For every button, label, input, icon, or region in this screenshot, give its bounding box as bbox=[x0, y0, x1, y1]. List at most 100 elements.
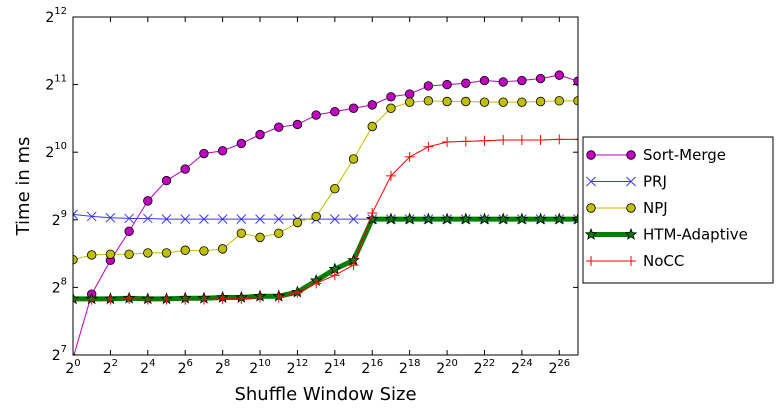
y-tick-label: 28 bbox=[52, 276, 67, 296]
data-point-npj bbox=[573, 96, 578, 106]
data-point-npj bbox=[143, 248, 153, 258]
series-layer bbox=[73, 70, 578, 355]
series-npj bbox=[73, 96, 578, 265]
data-point-npj bbox=[535, 96, 546, 107]
data-point-htm-adaptive bbox=[365, 212, 379, 225]
series-htm-adaptive bbox=[73, 212, 578, 305]
data-point-prj bbox=[86, 211, 97, 222]
data-point-prj bbox=[236, 214, 247, 224]
legend: Sort-Merge PRJ NPJ HTM-Adaptive NoCC bbox=[582, 136, 774, 284]
data-point-htm-adaptive bbox=[73, 292, 80, 305]
data-point-prj bbox=[329, 214, 340, 224]
data-point-prj bbox=[199, 214, 209, 224]
y-tick-exponent: 12 bbox=[54, 6, 67, 17]
data-point-prj bbox=[217, 214, 228, 224]
data-point-sort-merge bbox=[124, 226, 134, 236]
data-point-htm-adaptive bbox=[515, 212, 529, 225]
data-point-nocc bbox=[460, 136, 471, 147]
data-point-nocc bbox=[442, 137, 453, 148]
x-tick-exponent: 20 bbox=[445, 358, 458, 369]
y-tick-base: 2 bbox=[45, 145, 54, 161]
x-tick-exponent: 24 bbox=[520, 358, 533, 369]
data-point-prj bbox=[73, 209, 78, 220]
data-point-npj bbox=[404, 97, 415, 107]
legend-marker-htm-adaptive bbox=[624, 227, 638, 240]
legend-marker-npj bbox=[586, 203, 596, 213]
y-tick-exponent: 10 bbox=[54, 141, 67, 152]
data-point-sort-merge bbox=[292, 119, 303, 130]
data-point-htm-adaptive bbox=[459, 212, 473, 225]
plot-frame bbox=[72, 16, 579, 356]
data-point-npj bbox=[498, 97, 508, 107]
data-point-npj bbox=[517, 97, 527, 107]
data-point-nocc bbox=[516, 135, 527, 146]
data-point-npj bbox=[199, 246, 209, 256]
data-point-npj bbox=[73, 254, 78, 265]
data-point-prj bbox=[273, 214, 284, 224]
legend-marker-sort-merge bbox=[586, 150, 596, 160]
x-tick-base: 2 bbox=[65, 361, 74, 377]
series-line-npj bbox=[73, 100, 578, 261]
data-point-npj bbox=[348, 154, 359, 164]
data-point-sort-merge bbox=[554, 70, 564, 80]
data-point-npj bbox=[367, 121, 377, 132]
data-point-sort-merge bbox=[161, 175, 172, 186]
data-point-npj bbox=[442, 96, 452, 107]
data-point-nocc bbox=[124, 293, 135, 304]
data-point-nocc bbox=[217, 293, 228, 304]
data-point-prj bbox=[348, 214, 359, 224]
y-tick-label: 27 bbox=[52, 344, 67, 364]
data-point-sort-merge bbox=[442, 79, 452, 90]
data-point-npj bbox=[274, 228, 284, 239]
data-point-sort-merge bbox=[573, 76, 578, 86]
data-point-nocc bbox=[198, 294, 209, 305]
x-axis-label: Shuffle Window Size bbox=[234, 384, 416, 405]
legend-label-htm-adaptive: HTM-Adaptive bbox=[643, 226, 748, 244]
legend-box bbox=[582, 136, 774, 284]
data-point-sort-merge bbox=[498, 77, 508, 87]
data-point-sort-merge bbox=[217, 146, 228, 156]
y-tick-label: 210 bbox=[45, 141, 67, 161]
data-point-nocc bbox=[73, 294, 78, 305]
x-tick-exponent: 26 bbox=[557, 358, 570, 369]
data-point-nocc bbox=[180, 294, 191, 305]
x-tick-exponent: 18 bbox=[408, 358, 421, 369]
data-point-sort-merge bbox=[461, 78, 471, 88]
x-tick-label: 220 bbox=[436, 358, 458, 377]
data-point-nocc bbox=[498, 135, 509, 146]
data-point-nocc bbox=[236, 293, 247, 304]
y-tick-exponent: 11 bbox=[54, 74, 67, 85]
x-tick-base: 2 bbox=[249, 361, 258, 377]
data-point-nocc bbox=[273, 292, 284, 303]
x-tick-label: 24 bbox=[140, 358, 155, 377]
data-point-sort-merge bbox=[311, 110, 321, 120]
data-point-npj bbox=[236, 228, 247, 239]
x-tick-label: 222 bbox=[474, 358, 496, 377]
data-point-sort-merge bbox=[386, 92, 396, 102]
data-point-prj bbox=[124, 213, 134, 224]
data-point-nocc bbox=[385, 170, 396, 181]
data-point-nocc bbox=[573, 134, 578, 145]
data-point-htm-adaptive bbox=[422, 212, 435, 225]
x-tick-base: 2 bbox=[399, 361, 408, 377]
data-point-nocc bbox=[105, 294, 116, 305]
data-point-npj bbox=[255, 232, 265, 243]
x-tick-label: 212 bbox=[287, 358, 309, 377]
data-point-npj bbox=[161, 248, 172, 258]
legend-marker-nocc bbox=[586, 256, 596, 266]
data-point-htm-adaptive bbox=[571, 212, 578, 225]
legend-label-sort-merge: Sort-Merge bbox=[643, 146, 726, 164]
data-point-nocc bbox=[255, 292, 266, 303]
data-point-nocc bbox=[348, 260, 359, 271]
data-point-htm-adaptive bbox=[552, 212, 566, 225]
x-tick-label: 28 bbox=[215, 358, 230, 377]
series-line-nocc bbox=[73, 138, 578, 301]
x-tick-exponent: 16 bbox=[370, 358, 383, 369]
x-tick-label: 224 bbox=[511, 358, 533, 377]
legend-marker-npj bbox=[626, 203, 636, 213]
x-tick-label: 226 bbox=[548, 358, 570, 377]
y-tick-exponent: 9 bbox=[61, 209, 67, 220]
y-tick-base: 2 bbox=[52, 348, 61, 364]
x-tick-exponent: 14 bbox=[333, 358, 346, 369]
